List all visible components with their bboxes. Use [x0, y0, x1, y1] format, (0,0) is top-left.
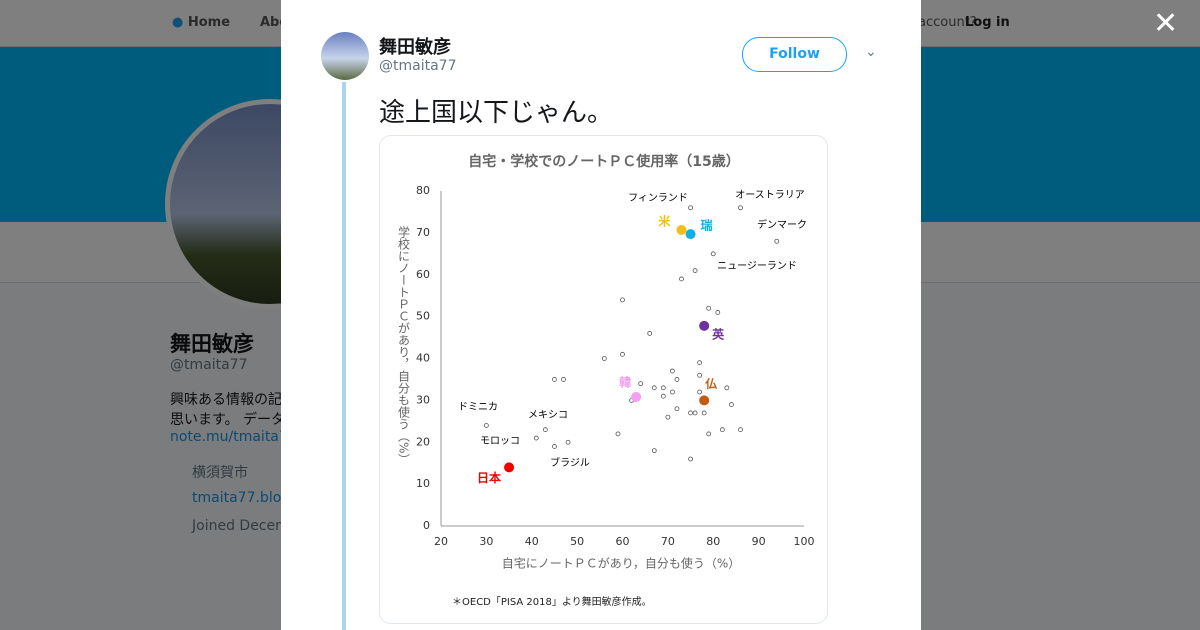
point: [647, 330, 653, 336]
highlight-point: [504, 462, 515, 473]
annotation: フィンランド: [628, 192, 688, 204]
point: [774, 238, 780, 244]
point: [728, 402, 734, 407]
y-tick-label: 0: [423, 519, 430, 532]
x-tick-label: 100: [794, 535, 815, 548]
y-tick-label: 10: [416, 477, 430, 490]
highlight-label: 瑞: [701, 218, 713, 233]
point: [692, 268, 698, 273]
x-tick-label: 70: [661, 535, 675, 548]
highlight-point: [631, 392, 642, 403]
point: [542, 427, 548, 433]
highlight-point: [676, 224, 687, 235]
annotation: モロッコ: [480, 436, 520, 447]
point: [620, 351, 625, 357]
point: [651, 385, 657, 391]
x-tick-label: 80: [706, 535, 720, 548]
point: [660, 385, 666, 391]
tweet-avatar: [321, 32, 369, 80]
annotation: デンマーク: [757, 218, 807, 231]
point: [615, 431, 621, 437]
point: [552, 444, 557, 449]
highlight-point: [699, 320, 710, 331]
point: [688, 456, 693, 462]
point: [660, 393, 666, 399]
tweet-name[interactable]: 舞田敏彦: [379, 37, 451, 58]
point: [638, 381, 644, 387]
point: [719, 427, 725, 433]
source-note: ＊OECD「PISA 2018」より舞田敏彦作成。: [452, 595, 652, 608]
point: [565, 439, 571, 445]
point: [715, 310, 721, 315]
tweet-handle[interactable]: @tmaita77: [379, 58, 457, 74]
point: [552, 377, 557, 382]
annotation: ドミニカ: [458, 401, 498, 413]
highlight-point: [685, 229, 696, 240]
point: [679, 276, 684, 282]
highlight-label: 英: [712, 326, 725, 341]
point: [706, 431, 712, 437]
y-axis-label: 学校にノートＰＣがあり，自分も使う（%）: [397, 225, 411, 466]
x-tick-label: 20: [434, 535, 448, 548]
y-tick-label: 70: [416, 226, 430, 239]
point: [533, 435, 539, 441]
media[interactable]: 自宅・学校でのノートＰＣ使用率（15歳） 学校にノートＰＣがあり，自分も使う（%…: [379, 135, 828, 624]
point: [692, 410, 698, 416]
chart: 自宅・学校でのノートＰＣ使用率（15歳） 学校にノートＰＣがあり，自分も使う（%…: [397, 153, 815, 608]
point: [697, 360, 703, 366]
annotation: メキシコ: [528, 410, 568, 421]
tweet-text: 途上国以下じゃん。: [379, 98, 614, 128]
point: [665, 414, 671, 420]
annotation: オーストラリア: [735, 189, 805, 201]
point: [561, 377, 566, 382]
point: [697, 389, 703, 395]
point: [688, 410, 693, 416]
point: [651, 448, 657, 454]
point: [670, 389, 675, 395]
x-tick-label: 30: [479, 535, 493, 548]
x-axis-label: 自宅にノートＰＣがあり，自分も使う（%）: [502, 556, 741, 571]
y-tick-label: 80: [416, 184, 430, 197]
annotation: ブラジル: [550, 456, 590, 469]
point: [674, 377, 680, 382]
highlight-label: 仏: [705, 377, 717, 391]
x-tick-label: 40: [525, 535, 539, 548]
point: [724, 385, 730, 391]
point: [688, 205, 693, 211]
y-tick-label: 60: [416, 268, 430, 281]
highlight-label: 韓: [619, 375, 631, 390]
point: [674, 406, 680, 412]
thread-line: [342, 82, 346, 630]
point: [710, 251, 716, 257]
point: [738, 205, 743, 211]
annotation: ニュージーランド: [717, 260, 797, 272]
point: [670, 368, 675, 374]
point: [701, 410, 707, 416]
x-tick-label: 90: [752, 535, 766, 548]
y-tick-label: 40: [416, 352, 430, 365]
highlight-point: [699, 395, 710, 406]
point: [620, 297, 625, 303]
chart-title: 自宅・学校でのノートＰＣ使用率（15歳）: [468, 153, 739, 170]
point: [483, 423, 489, 428]
highlight-label: 米: [658, 213, 671, 228]
follow-button[interactable]: Follow: [742, 37, 847, 72]
point: [738, 427, 743, 433]
x-tick-label: 50: [570, 535, 584, 548]
close-button[interactable]: ✕: [1153, 6, 1179, 41]
y-tick-label: 30: [416, 393, 430, 406]
y-tick-label: 20: [416, 435, 430, 448]
point: [706, 305, 712, 311]
point: [697, 372, 703, 378]
y-tick-label: 50: [416, 310, 430, 323]
x-tick-label: 60: [616, 535, 630, 548]
highlight-label: 日本: [477, 470, 501, 485]
point: [601, 356, 607, 361]
menu-chevron[interactable]: ⌄: [865, 44, 877, 60]
